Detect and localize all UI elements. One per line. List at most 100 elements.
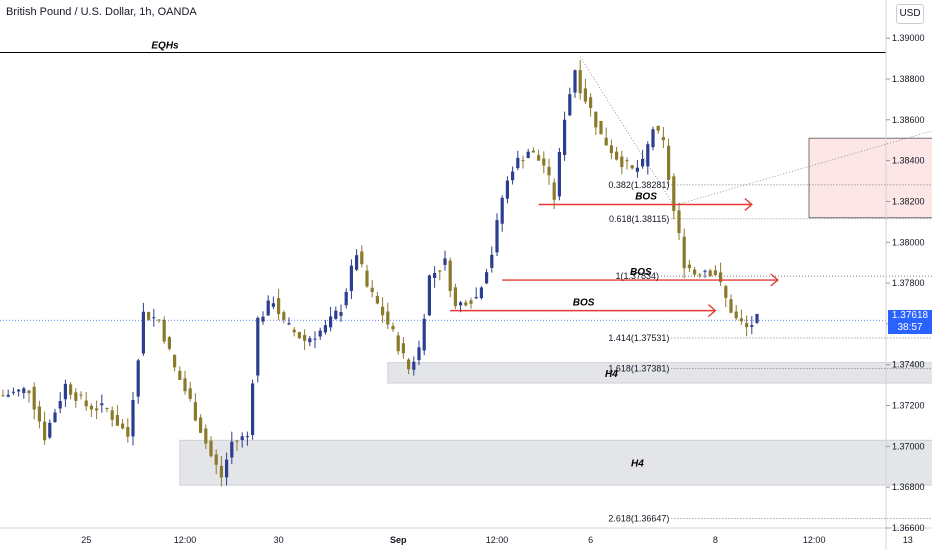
eqhs-label: EQHs xyxy=(151,40,179,51)
candle xyxy=(422,313,426,356)
candle xyxy=(516,150,520,171)
candle-body xyxy=(157,319,161,321)
candle xyxy=(453,283,457,310)
candle xyxy=(53,408,57,423)
candle-body xyxy=(58,401,62,409)
candle-body xyxy=(568,94,572,116)
candle xyxy=(349,259,353,300)
candle-body xyxy=(635,167,639,172)
chart-title: British Pound / U.S. Dollar, 1h, OANDA xyxy=(6,6,197,18)
candle xyxy=(583,78,587,105)
candle xyxy=(412,356,416,376)
candle-body xyxy=(526,151,530,159)
candle xyxy=(604,127,608,146)
candle-body xyxy=(433,273,437,278)
candle-body xyxy=(412,361,416,370)
candle-body xyxy=(277,298,281,315)
candle xyxy=(365,264,369,288)
candle-body xyxy=(27,390,31,394)
candle xyxy=(521,155,525,169)
bos-label: BOS xyxy=(630,267,652,278)
candle xyxy=(225,452,229,486)
candle xyxy=(407,357,411,375)
fib-level-label: 1.414(1.37531) xyxy=(608,333,669,343)
candle xyxy=(162,316,166,344)
candle xyxy=(599,120,603,135)
candle-body xyxy=(37,406,41,422)
candle xyxy=(199,414,203,434)
x-tick-label: 6 xyxy=(588,535,593,545)
candle xyxy=(297,331,301,339)
candle xyxy=(495,213,499,257)
candle-body xyxy=(287,323,291,325)
candle xyxy=(542,151,546,174)
candle xyxy=(48,419,52,440)
candle xyxy=(438,270,442,281)
candle-body xyxy=(344,291,348,306)
x-tick-label: 12:00 xyxy=(803,535,826,545)
candle-body xyxy=(661,137,665,141)
candle-body xyxy=(313,338,317,340)
candle xyxy=(672,173,676,220)
candle xyxy=(360,245,364,268)
x-tick-label: 12:00 xyxy=(174,535,197,545)
currency-button[interactable]: USD xyxy=(896,4,924,24)
candle xyxy=(469,297,473,309)
candle xyxy=(734,304,738,321)
candle-body xyxy=(537,155,541,161)
candle-body xyxy=(485,272,489,284)
candle xyxy=(303,329,307,350)
candle xyxy=(370,280,374,298)
candle-body xyxy=(230,441,234,458)
candle-body xyxy=(531,150,535,153)
h4-zone-label: H4 xyxy=(605,369,618,380)
candle-body xyxy=(755,313,759,323)
candles-layer xyxy=(1,60,759,487)
candle xyxy=(698,272,702,278)
candle-body xyxy=(32,386,36,410)
candle-body xyxy=(115,415,119,426)
candle xyxy=(287,317,291,326)
candle-body xyxy=(646,144,650,167)
candle-body xyxy=(297,332,301,339)
candle xyxy=(651,126,655,151)
candle xyxy=(568,87,572,117)
candle xyxy=(745,315,749,337)
candle xyxy=(615,146,619,161)
candle xyxy=(526,148,530,159)
candle-body xyxy=(370,287,374,293)
candle-body xyxy=(578,70,582,94)
candle xyxy=(183,370,187,395)
candle xyxy=(69,382,73,400)
candle xyxy=(313,331,317,349)
candle xyxy=(100,394,104,413)
candle-body xyxy=(693,269,697,275)
candle-body xyxy=(583,88,587,102)
candle xyxy=(266,295,270,316)
candle-body xyxy=(141,311,145,354)
candle xyxy=(292,327,296,337)
candle-body xyxy=(589,97,593,108)
candle xyxy=(105,407,109,413)
candle xyxy=(573,69,577,98)
candle-body xyxy=(594,111,598,128)
candle xyxy=(240,432,244,448)
candle-body xyxy=(173,355,177,368)
y-tick-label: 1.37000 xyxy=(892,441,925,451)
y-tick-label: 1.37800 xyxy=(892,278,925,288)
candle-body xyxy=(609,145,613,154)
candle xyxy=(323,320,327,335)
x-tick-label: 30 xyxy=(274,535,284,545)
y-tick-label: 1.38800 xyxy=(892,74,925,84)
candle xyxy=(173,354,177,372)
candle-body xyxy=(167,337,171,349)
h4-zone xyxy=(387,362,932,384)
candle xyxy=(121,419,125,430)
candle-body xyxy=(641,158,645,167)
candle-body xyxy=(204,428,208,444)
bos-arrow xyxy=(502,273,779,287)
candle xyxy=(427,274,431,317)
candle-body xyxy=(656,125,660,131)
candle-body xyxy=(84,400,88,407)
